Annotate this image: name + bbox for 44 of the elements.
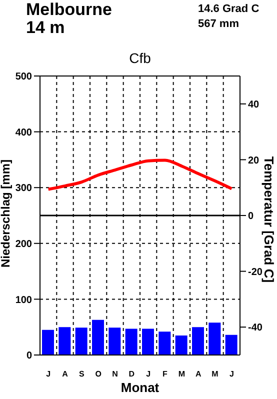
x-tick-label: S xyxy=(78,370,85,379)
bar xyxy=(108,328,121,355)
y-tick-label: 400 xyxy=(15,127,32,138)
y2-tick-label: 40 xyxy=(248,99,260,110)
text: Cfb xyxy=(128,50,152,66)
y-axis-title: Niederschlag [mm] xyxy=(0,158,12,270)
x-tick-label: J xyxy=(229,370,234,379)
bar xyxy=(125,328,138,355)
bar xyxy=(192,327,204,355)
line-series xyxy=(46,158,234,191)
y2-tick-label: 0 xyxy=(248,211,254,222)
bar xyxy=(75,328,88,355)
chart-subtitle: 14 m xyxy=(26,18,65,38)
text: 567 mm xyxy=(198,18,239,30)
y-tick-label: 500 xyxy=(15,72,32,83)
x-tick-label: F xyxy=(162,370,168,379)
y-tick-label: 300 xyxy=(15,183,32,194)
x-tick-label: J xyxy=(46,370,51,379)
y2-tick-label: 20 xyxy=(248,155,260,166)
text: 14.6 Grad C xyxy=(198,3,260,15)
x-tick-label: O xyxy=(95,370,102,379)
bar xyxy=(92,320,104,355)
bar xyxy=(158,332,171,355)
y-tick-label: 100 xyxy=(15,294,32,306)
y-tick-label: 0 xyxy=(26,350,32,362)
x-axis-title: Monat xyxy=(120,380,160,395)
y2-axis-title: Temperatur [Grad C] xyxy=(262,155,276,285)
bar xyxy=(208,322,221,355)
chart-title: Melbourne xyxy=(26,0,112,20)
x-tick-label: N xyxy=(112,370,118,379)
y-tick-label: 200 xyxy=(15,238,32,250)
x-tick-label: D xyxy=(128,370,135,379)
y2-tick-label: -20 xyxy=(248,266,263,278)
x-tick-label: M xyxy=(178,370,186,379)
y2-tick-label: -40 xyxy=(248,322,263,334)
bar xyxy=(225,334,238,355)
bar xyxy=(42,330,54,355)
bar xyxy=(58,327,71,355)
x-tick-label: A xyxy=(62,370,68,379)
x-tick-label: J xyxy=(146,370,151,379)
x-tick-label: A xyxy=(195,370,202,379)
bar xyxy=(175,335,188,355)
bar xyxy=(142,328,154,355)
x-tick-label: M xyxy=(212,370,219,379)
